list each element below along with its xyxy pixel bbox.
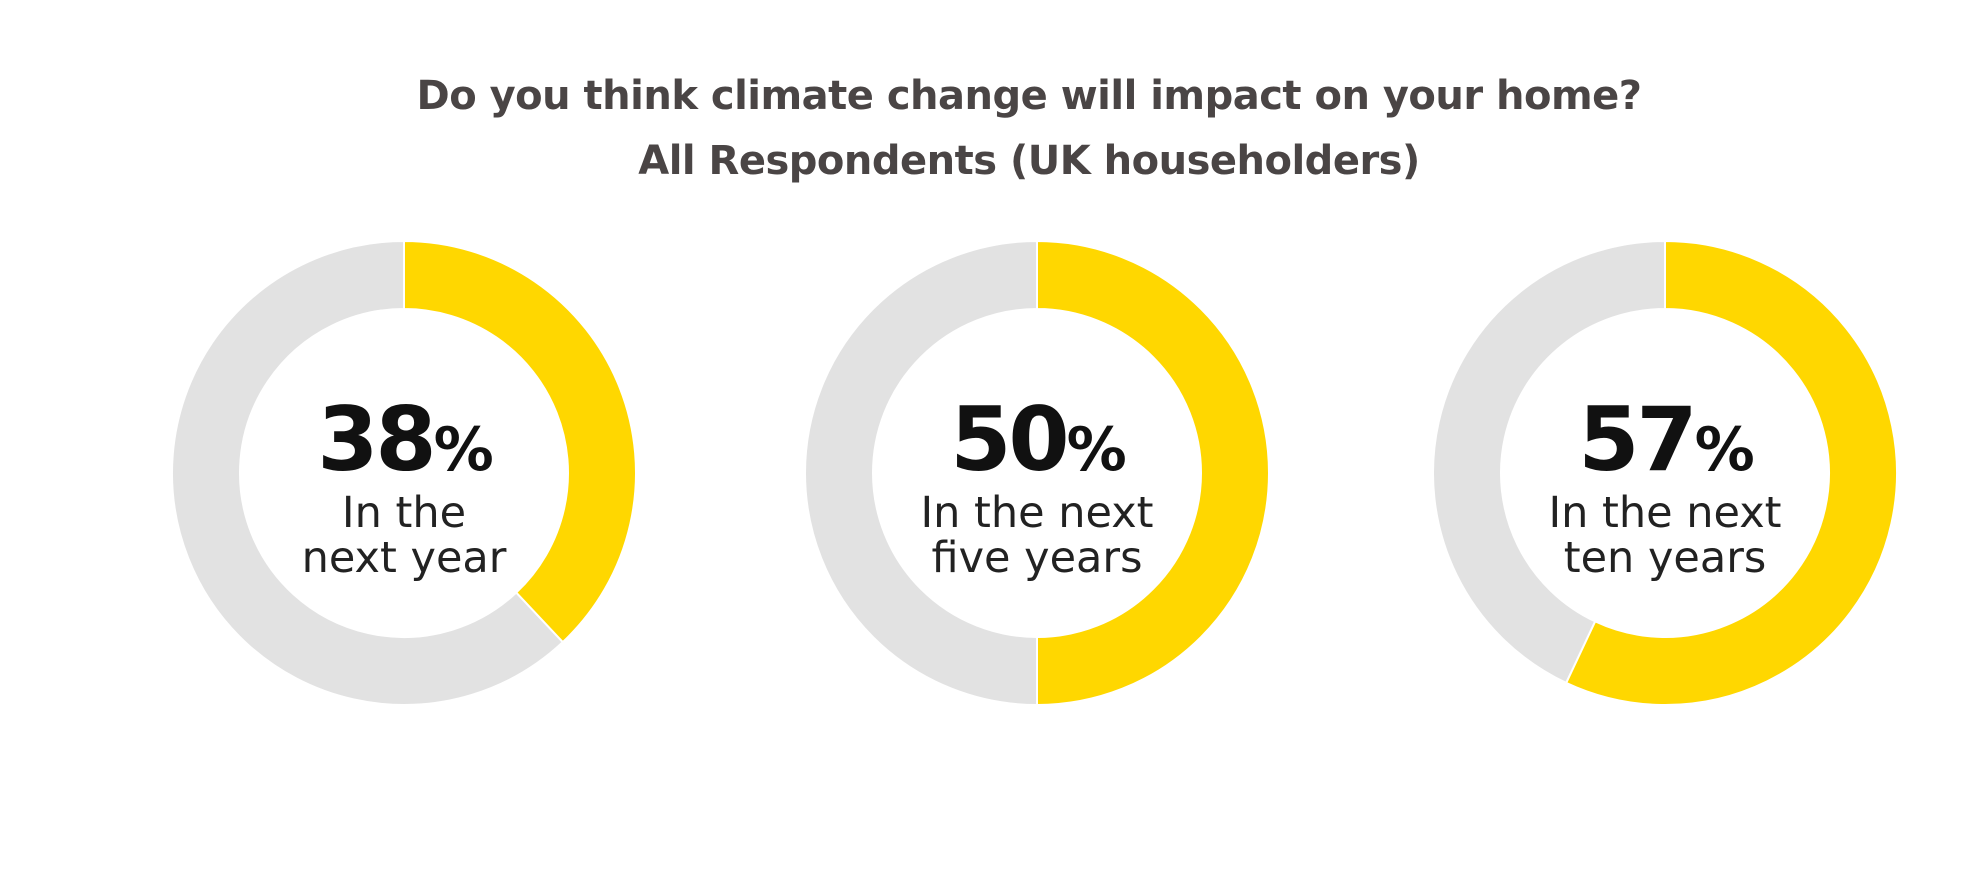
donut-category-label-line-2: next year xyxy=(302,533,507,583)
donut-remainder-slice xyxy=(804,239,1038,707)
donut-category-label-line-2: ten years xyxy=(1564,533,1767,583)
donut-remainder-slice xyxy=(171,239,565,706)
donut-remainder-slice xyxy=(1432,239,1666,685)
value-number: 38 xyxy=(317,388,433,491)
donut-value-label: 38% xyxy=(317,388,492,491)
value-unit: % xyxy=(1067,415,1126,485)
value-number: 50 xyxy=(950,388,1066,491)
donut-category-label-line-1: In the xyxy=(342,488,466,538)
chart-title: Do you think climate change will impact … xyxy=(416,73,1642,119)
donut-category-label-line-2: five years xyxy=(932,533,1143,583)
donut-value-slice xyxy=(403,239,637,644)
donut-category-label-line-1: In the next xyxy=(920,488,1153,538)
donut-category-label-line-1: In the next xyxy=(1548,488,1781,538)
value-unit: % xyxy=(434,415,493,485)
chart-subtitle: All Respondents (UK householders) xyxy=(638,138,1420,184)
value-number: 57 xyxy=(1578,388,1694,491)
donut-value-label: 57% xyxy=(1578,388,1753,491)
donut-value-label: 50% xyxy=(950,388,1125,491)
value-unit: % xyxy=(1695,415,1754,485)
donut-value-slice xyxy=(1564,239,1898,706)
donut-value-slice xyxy=(1036,239,1270,707)
